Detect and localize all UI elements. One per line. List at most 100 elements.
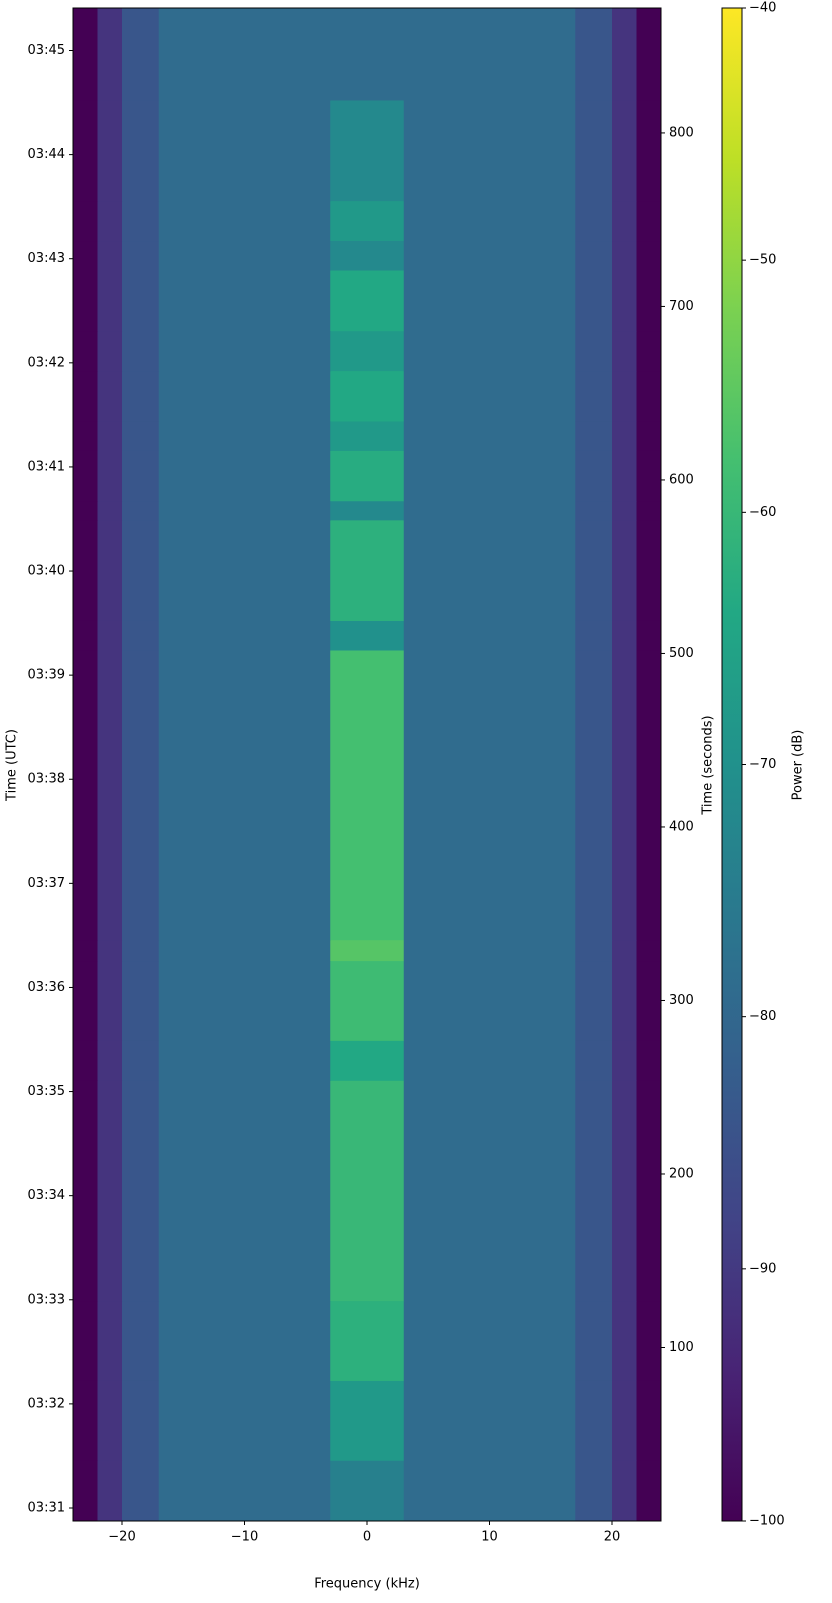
y-tick-label: 03:43 xyxy=(28,251,65,266)
heatmap-cell xyxy=(403,370,576,422)
heatmap-cell xyxy=(122,649,160,941)
heatmap-cell xyxy=(330,1080,405,1302)
heatmap-cell xyxy=(636,99,662,202)
heatmap-cell xyxy=(636,519,662,621)
heatmap-cell xyxy=(575,8,613,101)
heatmap-cell xyxy=(122,240,160,271)
heatmap-cell xyxy=(612,1040,637,1081)
heatmap-cell xyxy=(575,99,613,202)
heatmap-cell xyxy=(403,1380,576,1461)
heatmap-cell xyxy=(330,240,405,271)
heatmap-cell xyxy=(97,330,123,372)
heatmap-cell xyxy=(122,8,160,101)
heatmap-cell xyxy=(73,649,98,941)
heatmap-cell xyxy=(403,620,576,651)
heatmap-cell xyxy=(158,1460,331,1522)
heatmap-cell xyxy=(122,330,160,372)
colorbar-tick-label: −40 xyxy=(749,1,776,16)
heatmap-cell xyxy=(73,8,98,101)
heatmap-cell xyxy=(97,960,123,1041)
heatmap-cell xyxy=(73,370,98,422)
heatmap-cell xyxy=(73,939,98,962)
heatmap-cell xyxy=(612,939,637,962)
heatmap-cell xyxy=(612,649,637,941)
heatmap-cell xyxy=(575,269,613,332)
heatmap-cell xyxy=(158,269,331,332)
heatmap-cell xyxy=(73,519,98,621)
heatmap-cell xyxy=(97,500,123,521)
heatmap-cell xyxy=(158,1040,331,1081)
y-tick-label: 03:36 xyxy=(28,980,65,995)
heatmap-cell xyxy=(403,99,576,202)
heatmap-cell xyxy=(612,269,637,332)
heatmap-cell xyxy=(158,939,331,962)
heatmap-cell xyxy=(612,330,637,372)
colorbar-tick-label: −100 xyxy=(749,1514,785,1529)
heatmap-cell xyxy=(73,240,98,271)
heatmap-cell xyxy=(122,1300,160,1381)
heatmap-cell xyxy=(158,240,331,271)
y-tick-label: 03:45 xyxy=(28,43,65,58)
heatmap-cell xyxy=(122,960,160,1041)
heatmap-cell xyxy=(330,939,405,962)
heatmap-cell xyxy=(575,960,613,1041)
heatmap-cell xyxy=(612,960,637,1041)
y2-tick-label: 400 xyxy=(669,819,694,834)
y2-tick-label: 800 xyxy=(669,125,694,140)
heatmap-cell xyxy=(122,1460,160,1522)
heatmap-cell xyxy=(575,1040,613,1081)
heatmap-cell xyxy=(575,240,613,271)
y2-tick-label: 700 xyxy=(669,299,694,314)
heatmap-cell xyxy=(122,519,160,621)
heatmap-cell xyxy=(636,420,662,451)
y-tick-label: 03:31 xyxy=(28,1500,65,1515)
heatmap-cell xyxy=(73,200,98,242)
heatmap-cell xyxy=(73,960,98,1041)
heatmap-cell xyxy=(122,1040,160,1081)
heatmap-cell xyxy=(612,1380,637,1461)
heatmap-cell xyxy=(403,1460,576,1522)
heatmap-cell xyxy=(97,8,123,101)
heatmap-cell xyxy=(575,1460,613,1522)
heatmap-cell xyxy=(330,960,405,1041)
heatmap-cell xyxy=(636,620,662,651)
heatmap-cell xyxy=(73,620,98,651)
heatmap-cell xyxy=(636,939,662,962)
heatmap-cell xyxy=(330,200,405,242)
heatmap-cell xyxy=(330,269,405,332)
colorbar-tick-label: −90 xyxy=(749,1261,776,1276)
heatmap-cell xyxy=(330,1460,405,1522)
heatmap-cell xyxy=(97,450,123,502)
heatmap-cell xyxy=(612,8,637,101)
heatmap-cell xyxy=(612,200,637,242)
y-tick-label: 03:35 xyxy=(28,1084,65,1099)
heatmap-cell xyxy=(97,649,123,941)
heatmap-cell xyxy=(330,1300,405,1381)
heatmap-cell xyxy=(122,269,160,332)
heatmap-cell xyxy=(97,1460,123,1522)
y2-tick-label: 600 xyxy=(669,472,694,487)
heatmap-cell xyxy=(636,269,662,332)
heatmap-cell xyxy=(636,1300,662,1381)
heatmap-cell xyxy=(158,450,331,502)
heatmap-cell xyxy=(330,99,405,202)
heatmap-cell xyxy=(158,960,331,1041)
heatmap-cell xyxy=(403,269,576,332)
heatmap-cell xyxy=(575,370,613,422)
heatmap-cell xyxy=(158,1300,331,1381)
heatmap-cell xyxy=(97,939,123,962)
heatmap-cell xyxy=(122,99,160,202)
x-tick-label: 10 xyxy=(481,1530,498,1545)
heatmap-cell xyxy=(575,450,613,502)
heatmap-cell xyxy=(330,1040,405,1081)
heatmap-cell xyxy=(73,450,98,502)
heatmap-cell xyxy=(158,420,331,451)
heatmap-cell xyxy=(636,960,662,1041)
x-tick-label: −10 xyxy=(231,1530,258,1545)
heatmap-cell xyxy=(403,939,576,962)
heatmap-cell xyxy=(97,200,123,242)
heatmap-cell xyxy=(612,1080,637,1302)
heatmap-cell xyxy=(158,1380,331,1461)
heatmap-cell xyxy=(403,1080,576,1302)
